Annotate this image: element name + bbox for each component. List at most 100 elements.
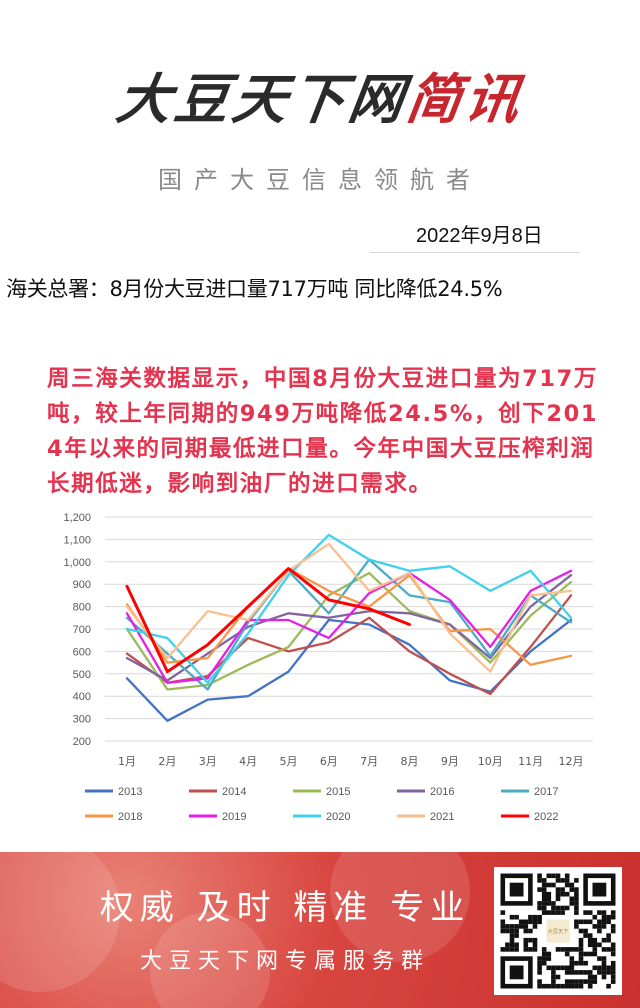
qr-finder-inner <box>509 965 524 980</box>
y-tick-label: 600 <box>73 646 91 658</box>
qr-module <box>574 887 579 892</box>
qr-module <box>500 919 506 925</box>
qr-finder-inner <box>509 882 524 897</box>
legend-label-2021: 2021 <box>430 811 454 823</box>
qr-module <box>578 942 584 948</box>
qr-module <box>569 887 575 892</box>
qr-module <box>574 910 579 915</box>
qr-module <box>500 910 506 915</box>
qr-module <box>537 983 542 989</box>
qr-module <box>514 933 519 938</box>
y-tick-label: 900 <box>73 579 91 591</box>
qr-module <box>610 974 616 980</box>
body-paragraph: 周三海关数据显示，中国8月份大豆进口量为717万吨，较上年同期的949万吨降低2… <box>47 366 599 497</box>
qr-module <box>551 910 556 915</box>
qr-module <box>569 965 575 971</box>
qr-module <box>578 960 584 966</box>
qr-module <box>574 901 579 906</box>
qr-module <box>583 919 588 925</box>
qr-module <box>560 965 565 971</box>
x-tick-label: 9月 <box>441 755 459 768</box>
qr-module <box>578 951 584 957</box>
qr-module <box>560 878 565 883</box>
qr-module <box>574 878 579 883</box>
qr-module <box>610 979 616 984</box>
qr-module <box>587 983 593 989</box>
qr-module <box>610 970 616 975</box>
qr-module <box>546 956 552 961</box>
qr-module <box>574 891 579 897</box>
qr-module <box>606 970 611 975</box>
series-line-2021 <box>125 542 573 673</box>
qr-module <box>555 947 561 952</box>
y-tick-label: 200 <box>73 736 91 748</box>
legend-label-2015: 2015 <box>326 786 350 798</box>
qr-module <box>518 924 524 929</box>
qr-module <box>610 947 616 952</box>
x-tick-label: 6月 <box>320 755 338 768</box>
qr-module <box>555 983 561 989</box>
qr-module <box>564 979 570 984</box>
qr-module <box>500 947 506 952</box>
y-tick-label: 1,100 <box>63 534 91 546</box>
qr-module <box>528 914 533 920</box>
qr-module <box>514 914 519 920</box>
qr-module <box>592 924 598 929</box>
qr-module <box>537 914 542 920</box>
x-tick-label: 1月 <box>118 755 136 768</box>
qr-module <box>528 937 533 943</box>
qr-module <box>601 937 607 943</box>
y-tick-label: 1,000 <box>63 557 91 569</box>
qr-module <box>606 937 611 943</box>
qr-module <box>574 960 579 966</box>
qr-module <box>514 928 519 934</box>
qr-finder-inner <box>592 882 607 897</box>
legend-label-2019: 2019 <box>222 811 246 823</box>
qr-module <box>578 937 584 943</box>
qr-module <box>532 914 538 920</box>
qr-module <box>597 924 602 929</box>
qr-module <box>592 979 598 984</box>
qr-module <box>569 901 575 906</box>
x-tick-label: 7月 <box>360 755 378 768</box>
qr-module <box>546 891 552 897</box>
qr-module <box>610 951 616 957</box>
qr-module <box>528 947 533 952</box>
slogan: 国产大豆信息领航者 <box>158 166 482 194</box>
legend-label-2018: 2018 <box>118 811 142 823</box>
qr-module <box>574 970 579 975</box>
qr-module <box>551 970 556 975</box>
x-tick-label: 4月 <box>239 755 257 768</box>
qr-module <box>537 919 542 925</box>
qr-module <box>578 979 584 984</box>
qr-module <box>564 878 570 883</box>
qr-module <box>537 960 542 966</box>
qr-module <box>587 979 593 984</box>
y-tick-label: 800 <box>73 602 91 614</box>
qr-module <box>532 947 538 952</box>
qr-module <box>541 882 547 888</box>
qr-module <box>537 905 542 911</box>
qr-module <box>592 974 598 980</box>
qr-module <box>606 983 611 989</box>
qr-module <box>523 924 529 929</box>
qr-module <box>537 873 542 879</box>
qr-module <box>578 983 584 989</box>
qr-module <box>555 891 561 897</box>
qr-module <box>578 928 584 934</box>
qr-module <box>601 960 607 966</box>
qr-module <box>537 901 542 906</box>
qr-module <box>505 928 510 934</box>
qr-module <box>610 914 616 920</box>
qr-code[interactable]: 大豆天下 <box>494 867 622 995</box>
qr-module <box>574 924 579 929</box>
qr-module <box>560 905 565 911</box>
qr-module <box>560 887 565 892</box>
qr-module <box>606 965 611 971</box>
series-line-2019 <box>125 569 573 684</box>
qr-module <box>555 974 561 980</box>
qr-module <box>541 910 547 915</box>
qr-module <box>592 942 598 948</box>
footer-tagline: 权威 及时 精准 专业 <box>99 888 471 928</box>
qr-module <box>564 947 570 952</box>
